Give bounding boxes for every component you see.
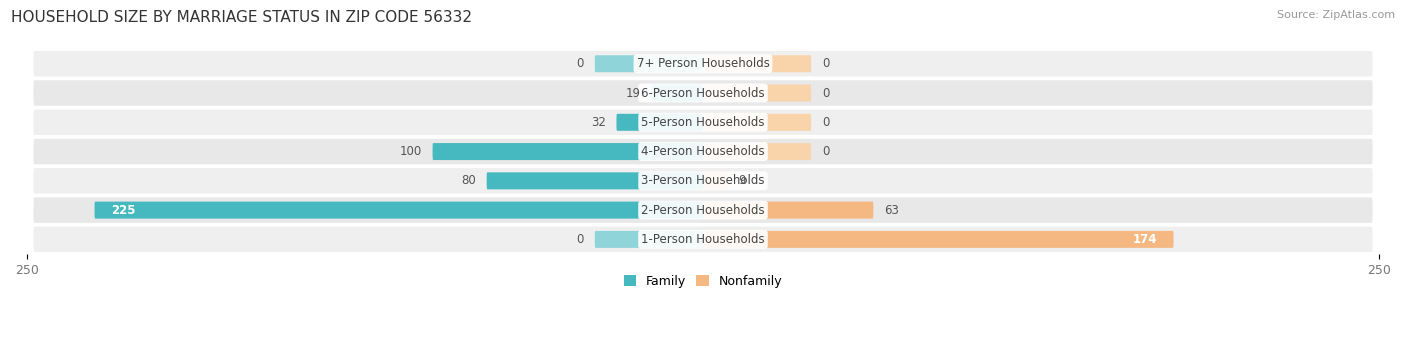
Text: Source: ZipAtlas.com: Source: ZipAtlas.com	[1277, 10, 1395, 20]
Text: 100: 100	[399, 145, 422, 158]
FancyBboxPatch shape	[433, 143, 703, 160]
Text: 6-Person Households: 6-Person Households	[641, 87, 765, 100]
Legend: Family, Nonfamily: Family, Nonfamily	[619, 270, 787, 293]
FancyBboxPatch shape	[94, 202, 703, 219]
Text: 0: 0	[823, 116, 830, 129]
Text: 0: 0	[823, 87, 830, 100]
Text: 0: 0	[576, 57, 583, 70]
FancyBboxPatch shape	[595, 231, 703, 248]
FancyBboxPatch shape	[32, 108, 1374, 136]
FancyBboxPatch shape	[703, 172, 727, 189]
FancyBboxPatch shape	[32, 138, 1374, 165]
FancyBboxPatch shape	[703, 143, 811, 160]
Text: 0: 0	[823, 57, 830, 70]
FancyBboxPatch shape	[595, 55, 703, 72]
FancyBboxPatch shape	[32, 50, 1374, 77]
FancyBboxPatch shape	[32, 167, 1374, 195]
FancyBboxPatch shape	[616, 114, 703, 131]
FancyBboxPatch shape	[703, 114, 811, 131]
Text: 7+ Person Households: 7+ Person Households	[637, 57, 769, 70]
Text: 4-Person Households: 4-Person Households	[641, 145, 765, 158]
Text: 1-Person Households: 1-Person Households	[641, 233, 765, 246]
FancyBboxPatch shape	[703, 85, 811, 102]
Text: 5-Person Households: 5-Person Households	[641, 116, 765, 129]
Text: 63: 63	[884, 204, 898, 217]
FancyBboxPatch shape	[703, 231, 1174, 248]
Text: 0: 0	[576, 233, 583, 246]
FancyBboxPatch shape	[703, 55, 811, 72]
Text: 9: 9	[738, 174, 745, 187]
Text: 2-Person Households: 2-Person Households	[641, 204, 765, 217]
FancyBboxPatch shape	[32, 226, 1374, 253]
Text: 32: 32	[591, 116, 606, 129]
Text: 19: 19	[626, 87, 641, 100]
Text: 0: 0	[823, 145, 830, 158]
Text: 225: 225	[111, 204, 135, 217]
FancyBboxPatch shape	[32, 196, 1374, 224]
Text: 80: 80	[461, 174, 475, 187]
FancyBboxPatch shape	[32, 79, 1374, 107]
FancyBboxPatch shape	[486, 172, 703, 189]
Text: 3-Person Households: 3-Person Households	[641, 174, 765, 187]
FancyBboxPatch shape	[651, 85, 703, 102]
FancyBboxPatch shape	[703, 202, 873, 219]
Text: 174: 174	[1133, 233, 1157, 246]
Text: HOUSEHOLD SIZE BY MARRIAGE STATUS IN ZIP CODE 56332: HOUSEHOLD SIZE BY MARRIAGE STATUS IN ZIP…	[11, 10, 472, 25]
